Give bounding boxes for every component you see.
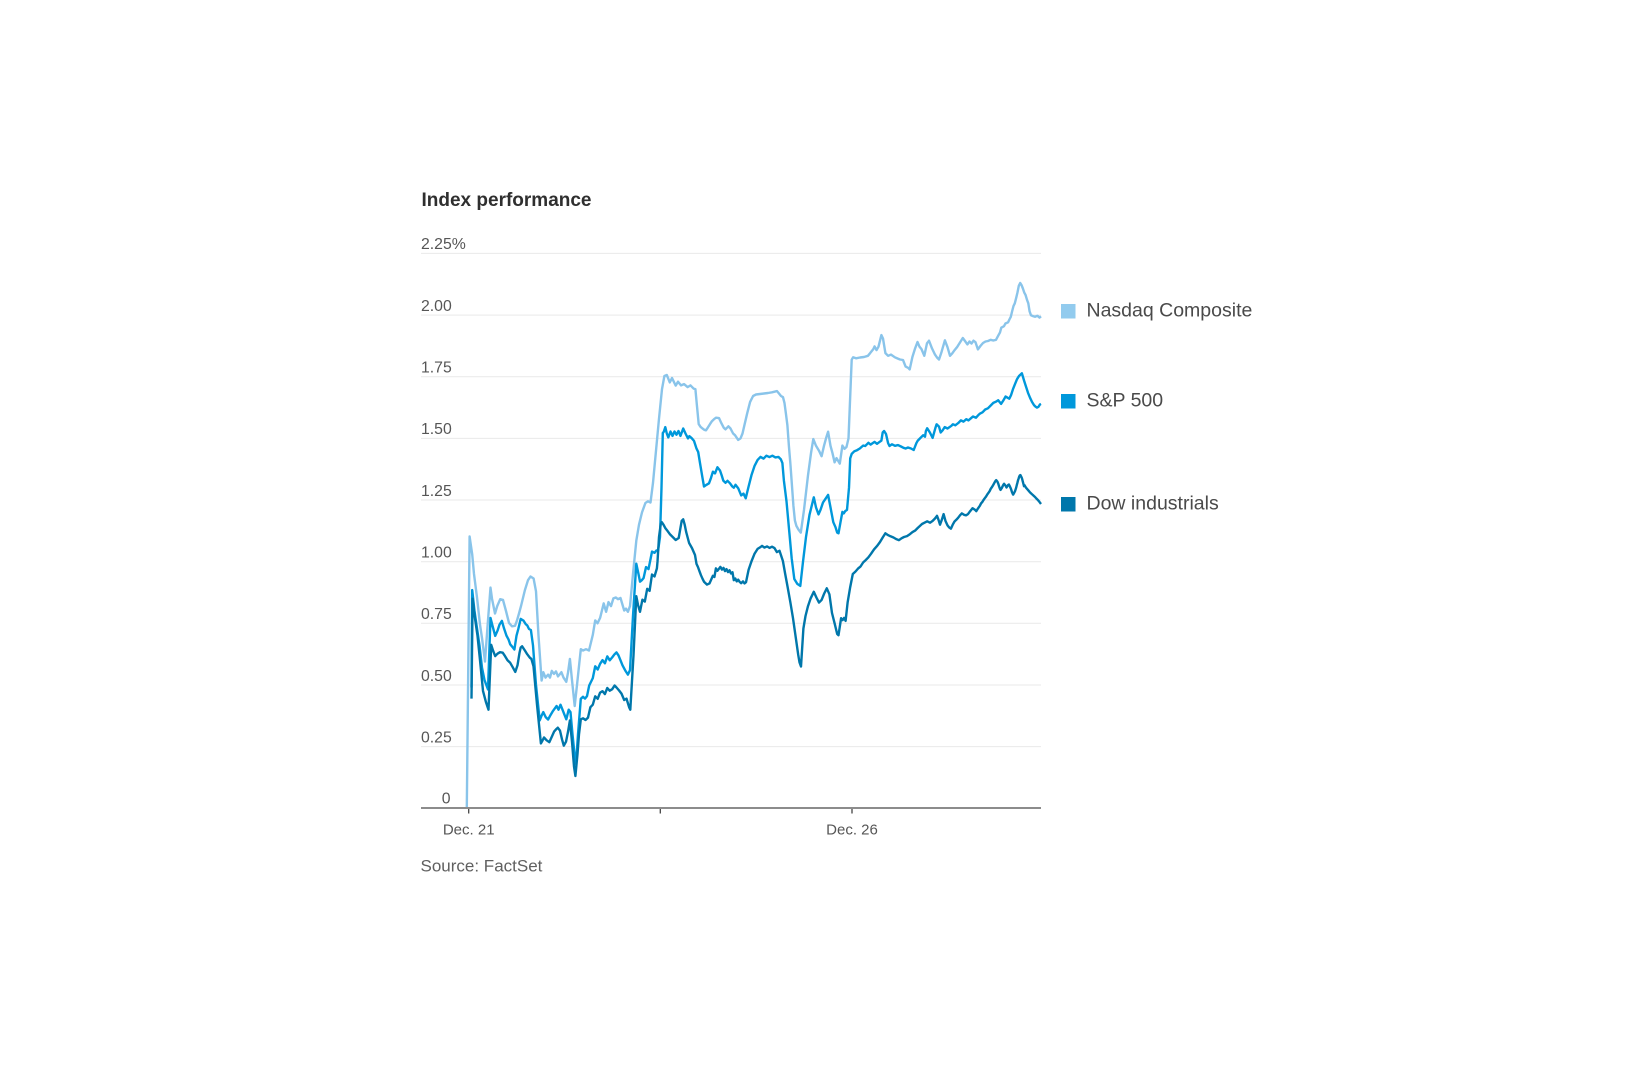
- svg-text:1.25: 1.25: [421, 483, 452, 500]
- svg-text:2.00: 2.00: [421, 298, 452, 315]
- svg-text:Index performance: Index performance: [422, 190, 592, 211]
- svg-text:Source: FactSet: Source: FactSet: [421, 857, 543, 876]
- svg-text:1.50: 1.50: [421, 421, 452, 438]
- svg-text:0.25: 0.25: [421, 729, 452, 746]
- svg-text:1.00: 1.00: [421, 545, 452, 562]
- svg-text:1.75: 1.75: [421, 360, 452, 377]
- svg-text:0.75: 0.75: [421, 606, 452, 623]
- svg-text:2.25%: 2.25%: [421, 236, 466, 253]
- svg-text:Dow industrials: Dow industrials: [1087, 493, 1219, 515]
- svg-text:Nasdaq Composite: Nasdaq Composite: [1087, 300, 1253, 322]
- svg-text:Dec. 21: Dec. 21: [443, 821, 495, 838]
- svg-text:S&P 500: S&P 500: [1087, 390, 1164, 412]
- svg-text:Dec. 26: Dec. 26: [826, 821, 878, 838]
- svg-text:0: 0: [442, 791, 451, 808]
- svg-text:0.50: 0.50: [421, 668, 452, 685]
